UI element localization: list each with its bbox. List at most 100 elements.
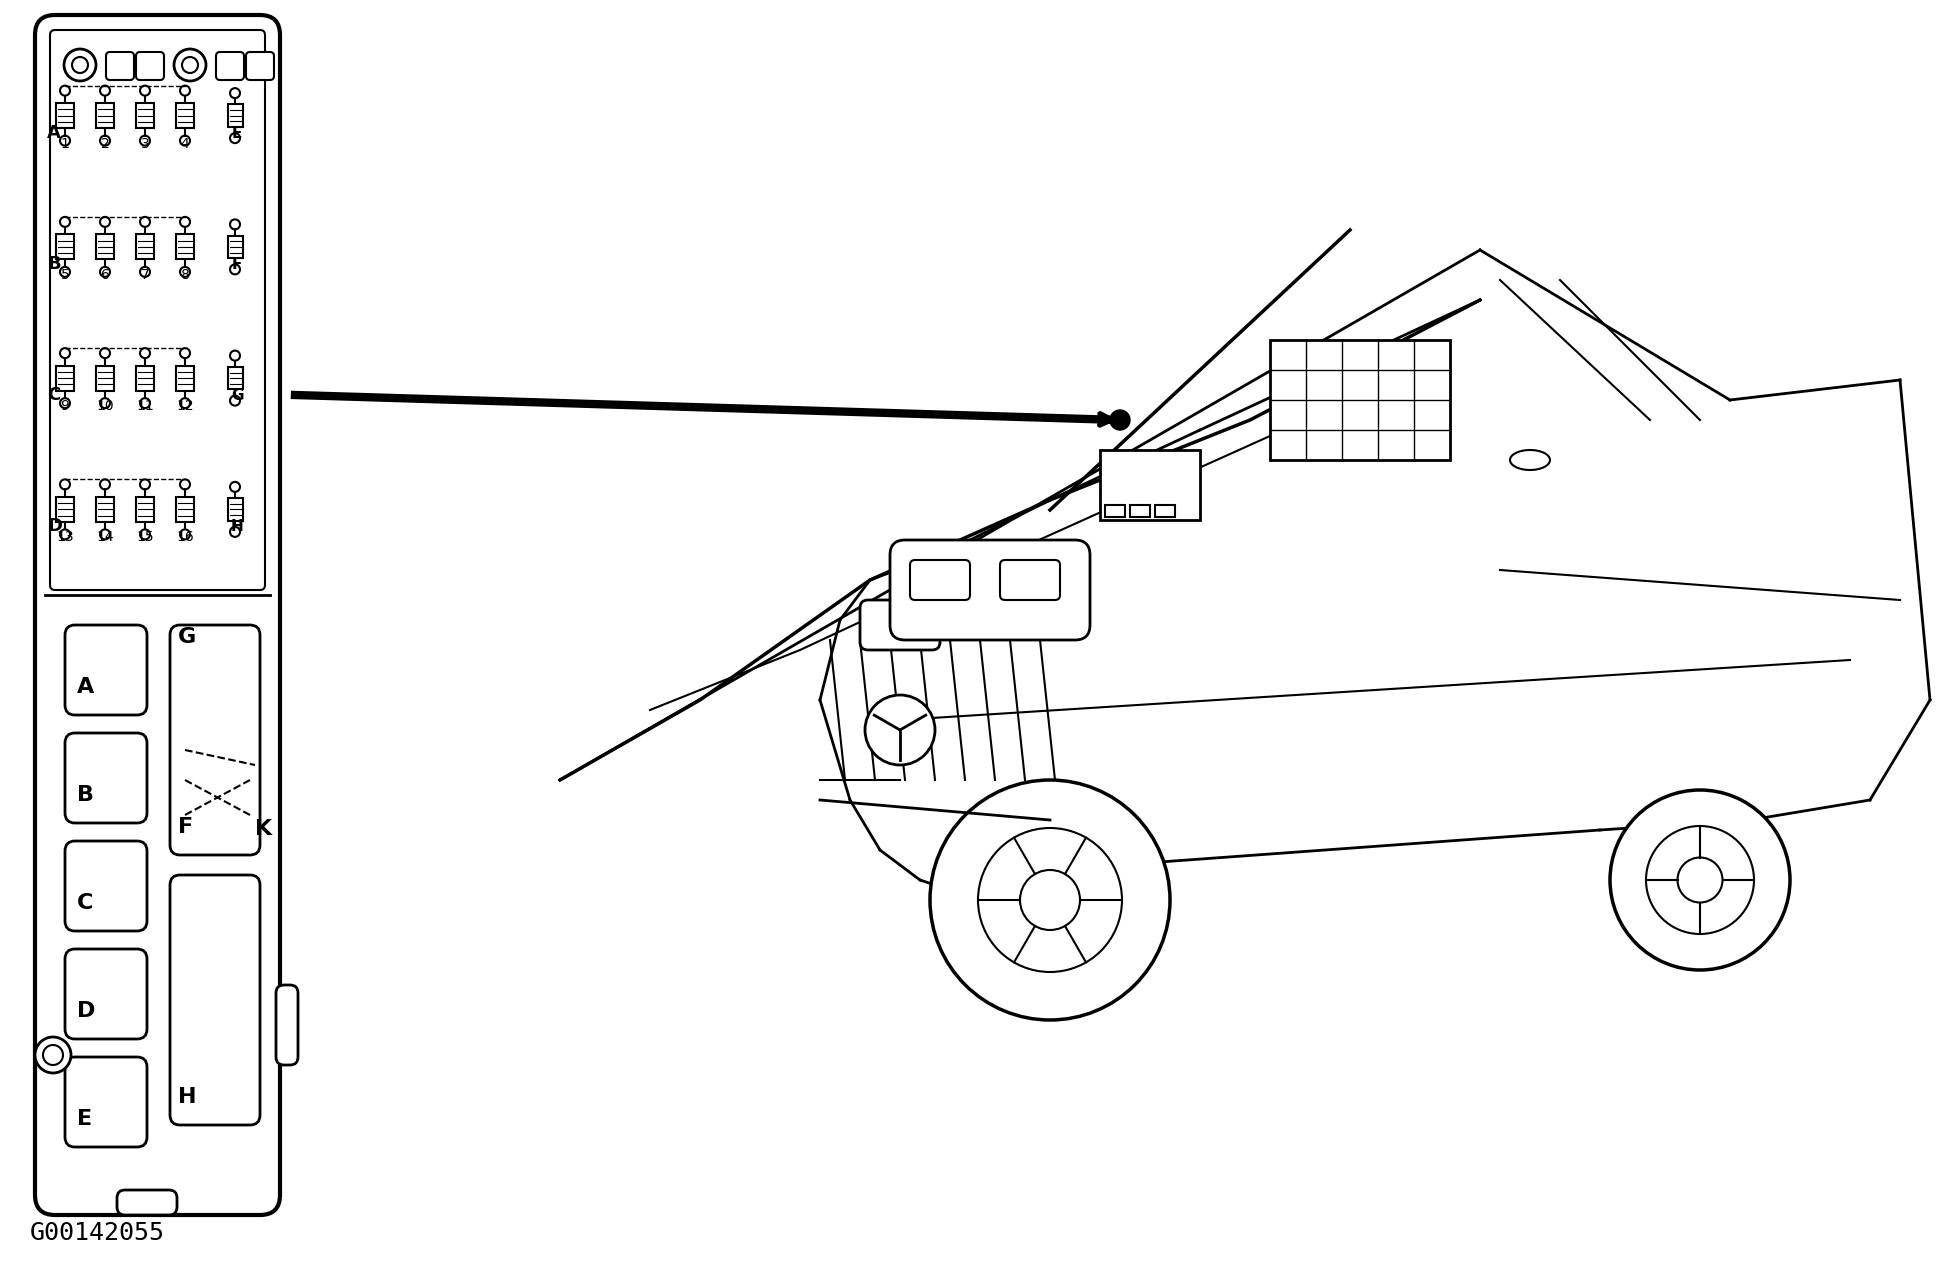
Text: D: D <box>76 1001 96 1022</box>
Text: D: D <box>47 518 63 536</box>
Circle shape <box>1110 410 1129 430</box>
Bar <box>1129 505 1151 516</box>
Circle shape <box>1677 858 1722 902</box>
Circle shape <box>1611 791 1791 970</box>
Circle shape <box>930 780 1170 1020</box>
Circle shape <box>61 398 70 409</box>
Bar <box>1100 450 1200 520</box>
FancyBboxPatch shape <box>215 52 245 80</box>
Text: A: A <box>76 676 94 697</box>
Bar <box>176 235 194 259</box>
Bar <box>1106 505 1125 516</box>
Text: 11: 11 <box>137 400 155 414</box>
FancyBboxPatch shape <box>65 626 147 714</box>
Circle shape <box>100 136 110 146</box>
Circle shape <box>231 133 241 143</box>
Bar <box>1155 505 1174 516</box>
Circle shape <box>61 348 70 358</box>
Text: E: E <box>231 126 243 141</box>
Text: 9: 9 <box>61 400 68 414</box>
Text: E: E <box>76 1109 92 1129</box>
Circle shape <box>865 695 935 765</box>
Text: G: G <box>231 388 243 404</box>
Text: C: C <box>47 386 61 404</box>
Text: 12: 12 <box>176 400 194 414</box>
FancyBboxPatch shape <box>135 52 164 80</box>
Circle shape <box>180 136 190 146</box>
Circle shape <box>231 220 241 230</box>
Text: G00142055: G00142055 <box>29 1221 164 1245</box>
Circle shape <box>231 264 241 274</box>
FancyBboxPatch shape <box>247 52 274 80</box>
Circle shape <box>174 49 205 81</box>
Text: G: G <box>178 627 196 647</box>
Text: B: B <box>76 786 94 805</box>
Circle shape <box>141 480 151 490</box>
Circle shape <box>61 480 70 490</box>
Circle shape <box>180 85 190 95</box>
Text: 2: 2 <box>100 137 110 151</box>
FancyBboxPatch shape <box>170 876 260 1126</box>
FancyBboxPatch shape <box>65 841 147 931</box>
Text: 15: 15 <box>137 530 155 544</box>
Circle shape <box>1646 826 1753 934</box>
Circle shape <box>100 480 110 490</box>
Circle shape <box>141 529 151 539</box>
FancyBboxPatch shape <box>35 15 280 1214</box>
Text: 3: 3 <box>141 137 149 151</box>
Text: H: H <box>178 1088 196 1107</box>
Circle shape <box>180 398 190 409</box>
Bar <box>135 365 155 391</box>
Circle shape <box>61 217 70 227</box>
Circle shape <box>35 1037 70 1074</box>
Circle shape <box>65 49 96 81</box>
Text: 16: 16 <box>176 530 194 544</box>
FancyBboxPatch shape <box>910 560 971 600</box>
Bar <box>176 103 194 128</box>
Circle shape <box>231 350 241 360</box>
Text: B: B <box>47 255 61 273</box>
Circle shape <box>182 57 198 74</box>
Text: H: H <box>231 519 243 534</box>
Bar <box>227 104 243 127</box>
Text: 14: 14 <box>96 530 114 544</box>
FancyBboxPatch shape <box>859 600 939 650</box>
Bar <box>227 367 243 390</box>
Circle shape <box>231 527 241 537</box>
Circle shape <box>141 136 151 146</box>
Bar <box>57 365 74 391</box>
Text: A: A <box>47 123 61 142</box>
Circle shape <box>1020 871 1080 930</box>
FancyBboxPatch shape <box>117 1190 176 1214</box>
Circle shape <box>100 217 110 227</box>
Circle shape <box>100 398 110 409</box>
Circle shape <box>180 266 190 277</box>
Circle shape <box>141 217 151 227</box>
Text: 4: 4 <box>180 137 190 151</box>
Circle shape <box>180 480 190 490</box>
Bar <box>135 235 155 259</box>
Bar <box>135 497 155 522</box>
Circle shape <box>180 217 190 227</box>
Text: 7: 7 <box>141 268 149 282</box>
Text: F: F <box>178 817 194 838</box>
Circle shape <box>72 57 88 74</box>
FancyBboxPatch shape <box>1000 560 1061 600</box>
Text: K: K <box>254 819 272 839</box>
Circle shape <box>231 396 241 406</box>
FancyBboxPatch shape <box>65 1057 147 1147</box>
Circle shape <box>180 529 190 539</box>
Circle shape <box>100 266 110 277</box>
Circle shape <box>100 85 110 95</box>
Text: C: C <box>76 893 94 912</box>
Bar <box>227 499 243 520</box>
Bar <box>176 497 194 522</box>
Text: 13: 13 <box>57 530 74 544</box>
Circle shape <box>141 85 151 95</box>
Bar <box>96 365 114 391</box>
Text: F: F <box>231 256 243 272</box>
Circle shape <box>231 482 241 492</box>
Circle shape <box>61 266 70 277</box>
Circle shape <box>231 88 241 98</box>
Text: 5: 5 <box>61 268 68 282</box>
